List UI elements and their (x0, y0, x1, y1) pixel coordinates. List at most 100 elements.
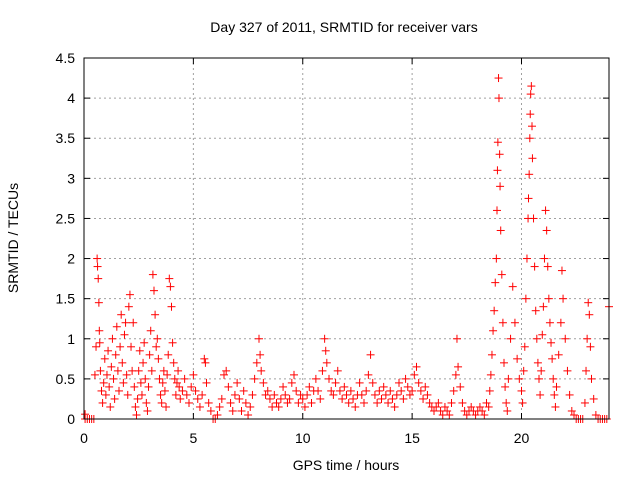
data-point (405, 390, 414, 399)
data-point (484, 402, 493, 411)
data-point (445, 410, 454, 419)
data-point (224, 382, 233, 391)
data-point (495, 150, 504, 159)
data-point (335, 386, 344, 395)
y-tick-label: 0 (67, 411, 75, 427)
data-point (346, 386, 355, 395)
data-point (565, 390, 574, 399)
data-point (540, 254, 549, 263)
data-point (256, 350, 265, 359)
data-point (537, 366, 546, 375)
data-point (557, 266, 566, 275)
data-point (541, 206, 550, 215)
data-point (200, 354, 209, 363)
data-point (90, 370, 99, 379)
data-point (206, 406, 215, 415)
axis-ticks: 0 0.5 1 1.5 2 2.5 3 3.5 4 4.5 0 5 10 15 20 (56, 50, 609, 446)
data-point (94, 298, 103, 307)
data-point (166, 282, 175, 291)
data-point (217, 394, 226, 403)
data-point (222, 366, 231, 375)
data-point (533, 358, 542, 367)
data-point (120, 330, 129, 339)
data-point (314, 386, 323, 395)
data-point (176, 394, 185, 403)
data-point (110, 394, 119, 403)
data-point (458, 398, 467, 407)
data-point (198, 390, 207, 399)
data-point (556, 318, 565, 327)
data-point (281, 390, 290, 399)
data-point (237, 406, 246, 415)
data-point (133, 394, 142, 403)
data-point (360, 398, 368, 407)
data-point (100, 354, 109, 363)
data-point (318, 366, 327, 375)
y-tick-label: 1.5 (56, 291, 76, 307)
data-point (349, 394, 358, 403)
data-point (475, 402, 484, 411)
data-point (142, 398, 151, 407)
data-point (316, 394, 325, 403)
data-point (246, 402, 255, 411)
x-tick-label: 0 (80, 430, 88, 446)
data-point (168, 338, 177, 347)
data-point (265, 394, 274, 403)
data-point (502, 398, 511, 407)
data-point (241, 398, 250, 407)
data-point (162, 402, 171, 411)
data-point (500, 358, 508, 367)
data-point (538, 330, 547, 339)
data-point (494, 94, 503, 103)
data-point (279, 382, 288, 391)
data-point (115, 386, 123, 395)
data-point (526, 90, 535, 99)
data-point (414, 378, 423, 387)
data-point (421, 382, 430, 391)
data-point (528, 154, 537, 163)
data-point (331, 378, 340, 387)
data-point (233, 378, 242, 387)
data-point (518, 398, 527, 407)
data-point (547, 338, 556, 347)
data-point (377, 394, 386, 403)
data-point (94, 274, 103, 283)
data-point (521, 294, 530, 303)
data-point (539, 302, 548, 311)
data-point (375, 386, 384, 395)
data-point (96, 366, 105, 375)
data-point (259, 378, 268, 387)
data-point (95, 338, 104, 347)
data-point (543, 262, 552, 271)
data-point (185, 398, 193, 407)
data-point (432, 402, 441, 411)
data-point (272, 398, 281, 407)
data-point (355, 378, 364, 387)
data-point (449, 386, 458, 395)
data-point (351, 402, 360, 411)
data-point (496, 182, 505, 191)
data-point (368, 378, 377, 387)
data-point (140, 338, 149, 347)
data-point (189, 370, 198, 379)
data-point (591, 410, 600, 419)
y-axis-label: SRMTID / TECUs (5, 183, 21, 293)
data-point (528, 122, 536, 131)
data-point (554, 350, 563, 359)
data-point (423, 390, 432, 399)
data-point (530, 262, 539, 271)
data-point (276, 394, 285, 403)
data-point (399, 394, 408, 403)
data-point (381, 390, 390, 399)
data-point (135, 346, 144, 355)
data-point (201, 358, 210, 367)
data-point (130, 382, 139, 391)
data-point (139, 358, 148, 367)
data-point (98, 398, 107, 407)
data-point (226, 398, 235, 407)
data-point (412, 362, 421, 371)
y-tick-label: 3 (67, 170, 75, 186)
data-point (482, 398, 491, 407)
data-point (489, 326, 498, 335)
